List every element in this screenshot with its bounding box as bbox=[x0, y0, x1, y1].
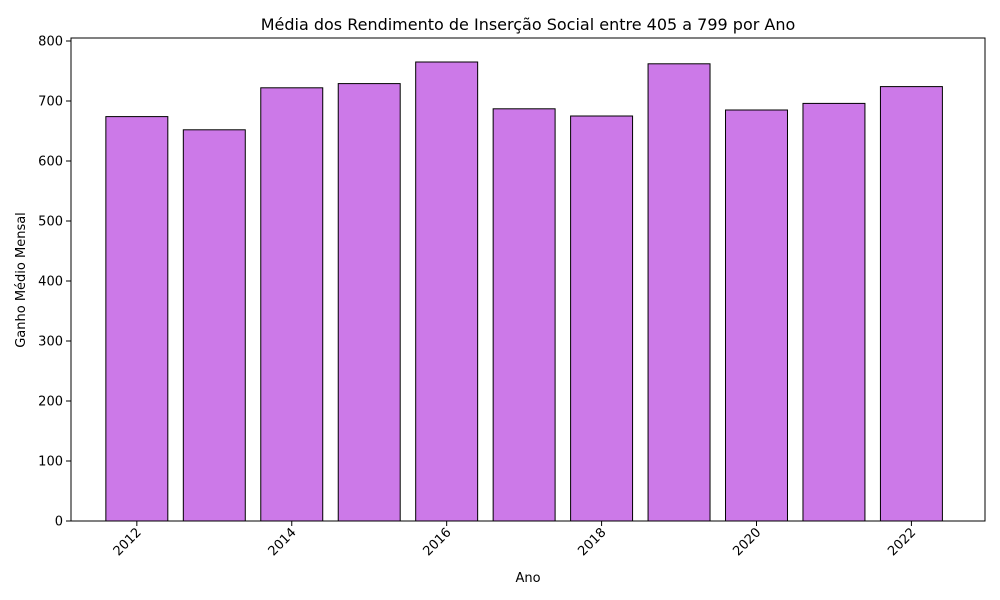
x-tick-label-2012: 2012 bbox=[111, 525, 145, 559]
y-tick-label-500: 500 bbox=[38, 215, 63, 230]
bar-2019 bbox=[647, 63, 711, 522]
bar-2017 bbox=[492, 108, 556, 522]
x-tick-label-2020: 2020 bbox=[730, 525, 764, 559]
bar-2022 bbox=[879, 86, 943, 522]
x-axis-ticks: 2012 2014 2016 2018 2020 2022 bbox=[111, 521, 919, 559]
plot-frame bbox=[70, 37, 986, 522]
bar-2012 bbox=[105, 116, 169, 522]
y-tick-label-300: 300 bbox=[38, 335, 63, 350]
bar-2018 bbox=[570, 115, 634, 522]
x-tick-label-2014: 2014 bbox=[266, 525, 300, 559]
y-axis-ticks: 0 100 200 300 400 500 600 700 800 bbox=[38, 35, 71, 530]
x-axis-label: Ano bbox=[515, 571, 540, 586]
bar-2015 bbox=[337, 83, 401, 522]
y-tick-label-700: 700 bbox=[38, 95, 63, 110]
y-tick-label-600: 600 bbox=[38, 155, 63, 170]
bar-2013 bbox=[182, 129, 246, 522]
x-tick-label-2022: 2022 bbox=[885, 525, 919, 559]
bars-group bbox=[105, 61, 943, 522]
y-tick-label-800: 800 bbox=[38, 35, 63, 50]
bar-2016 bbox=[415, 61, 479, 522]
x-tick-label-2016: 2016 bbox=[420, 525, 454, 559]
y-tick-label-0: 0 bbox=[55, 515, 63, 530]
y-axis-label: Ganho Médio Mensal bbox=[14, 212, 29, 348]
chart-title: Média dos Rendimento de Inserção Social … bbox=[261, 15, 796, 34]
bar-2020 bbox=[725, 109, 788, 522]
x-tick-label-2018: 2018 bbox=[575, 525, 609, 559]
y-tick-label-200: 200 bbox=[38, 395, 63, 410]
bar-2021 bbox=[802, 102, 866, 522]
y-tick-label-400: 400 bbox=[38, 275, 63, 290]
bar-2014 bbox=[260, 87, 324, 522]
y-tick-label-100: 100 bbox=[38, 455, 63, 470]
